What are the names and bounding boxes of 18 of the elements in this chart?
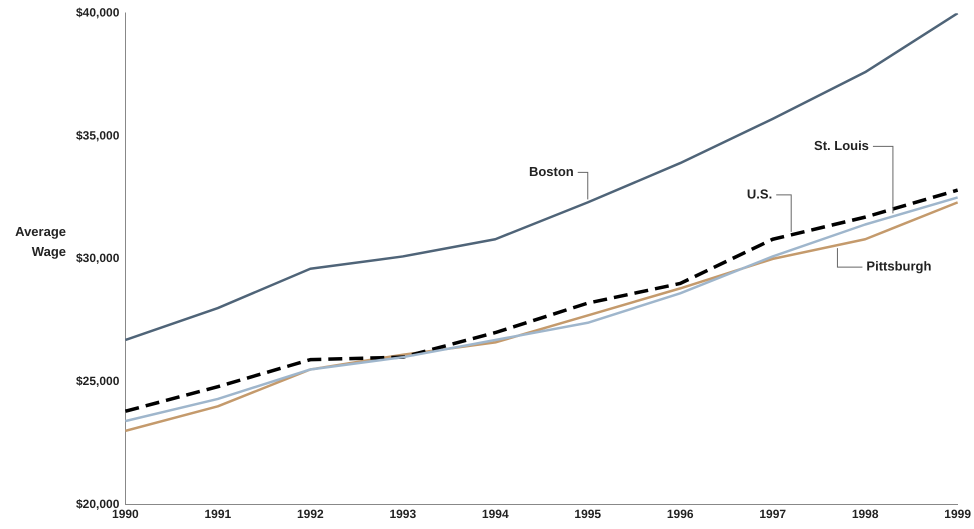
y-tick-label: $40,000: [76, 6, 120, 20]
text: Boston: [528, 164, 574, 179]
x-tick-label: 1995: [574, 507, 602, 522]
series-label: Pittsburgh: [866, 258, 932, 274]
y-tick-label: $30,000: [76, 251, 120, 266]
x-tick-label: 1992: [296, 507, 324, 522]
text: St. Louis: [814, 138, 869, 153]
x-tick-label: 1994: [482, 507, 509, 522]
x-tick-label: 1997: [759, 507, 786, 522]
x-tick-label: 1998: [852, 507, 879, 522]
x-tick-label: 1993: [389, 507, 416, 522]
x-tick-label: 1991: [204, 507, 232, 522]
x-tick-label: 1999: [944, 507, 972, 522]
y-tick-label: $35,000: [76, 128, 120, 142]
y-axis-title: Average Wage: [14, 223, 66, 261]
y-tick-label: $25,000: [76, 374, 120, 388]
text: U.S.: [746, 186, 772, 202]
x-tick-label: 1996: [666, 507, 694, 522]
